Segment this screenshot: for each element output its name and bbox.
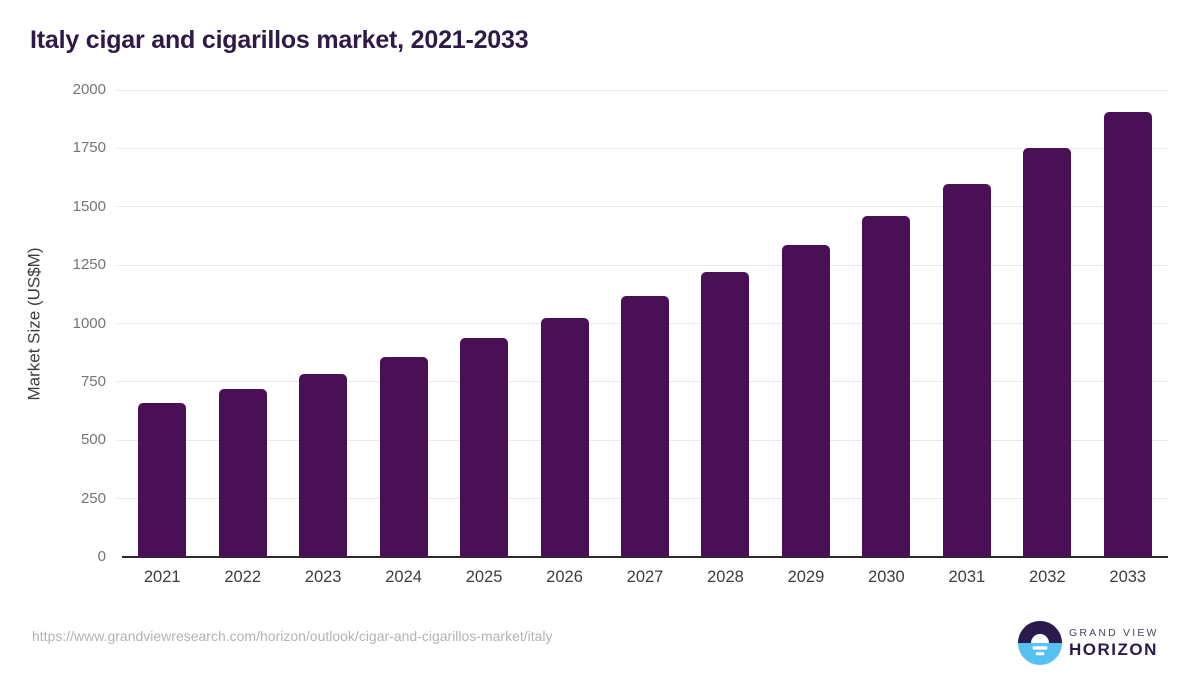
x-tick-label-2021: 2021 — [143, 568, 181, 586]
bar-2030 — [862, 216, 911, 557]
x-axis-line — [122, 556, 1168, 558]
bar-2026 — [540, 318, 589, 557]
x-tick-label-2033: 2033 — [1109, 568, 1147, 586]
bar-2023 — [299, 373, 348, 557]
y-tick-label-1750: 1750 — [72, 139, 106, 157]
x-tick-label-2024: 2024 — [385, 568, 422, 586]
y-tick-label-1500: 1500 — [72, 197, 106, 215]
x-tick-label-2026: 2026 — [546, 568, 583, 586]
bar-2021 — [138, 402, 187, 557]
logo-text: GRAND VIEW HORIZON — [1069, 627, 1159, 659]
x-tick-label-2025: 2025 — [465, 568, 503, 586]
gridline-1250 — [117, 264, 1168, 266]
x-tick-label-2031: 2031 — [948, 568, 986, 586]
bar-2033 — [1103, 111, 1152, 557]
bar-2024 — [379, 356, 428, 557]
gridline-1500 — [117, 206, 1168, 208]
logo-brand-bottom: HORIZON — [1069, 639, 1158, 659]
y-tick-label-500: 500 — [80, 431, 106, 449]
x-tick-label-2023: 2023 — [304, 568, 342, 586]
y-tick-label-750: 750 — [80, 372, 106, 390]
source-url: https://www.grandviewresearch.com/horizo… — [32, 628, 553, 644]
x-tick-label-2028: 2028 — [707, 568, 744, 586]
bar-2032 — [1023, 148, 1072, 557]
y-tick-label-1000: 1000 — [72, 314, 106, 332]
gridline-1750 — [117, 147, 1168, 149]
bar-2027 — [621, 295, 669, 557]
bar-2029 — [781, 245, 830, 557]
x-tick-label-2032: 2032 — [1028, 568, 1066, 586]
y-tick-label-1250: 1250 — [72, 256, 106, 274]
bar-2031 — [942, 184, 991, 557]
y-tick-label-250: 250 — [80, 489, 106, 507]
x-tick-label-2022: 2022 — [224, 568, 262, 586]
grand-view-horizon-logo: GRAND VIEW HORIZON — [1018, 620, 1159, 665]
logo-brand-top: GRAND VIEW — [1069, 626, 1159, 639]
y-tick-label-0: 0 — [97, 548, 106, 565]
x-tick-label-2027: 2027 — [626, 568, 664, 586]
y-tick-label-2000: 2000 — [72, 81, 106, 98]
x-tick-label-2030: 2030 — [868, 568, 905, 586]
bar-2028 — [701, 271, 750, 557]
chart-title: Italy cigar and cigarillos market, 2021-… — [30, 26, 529, 54]
bar-2025 — [460, 337, 509, 557]
x-tick-label-2029: 2029 — [787, 568, 825, 586]
gridline-2000 — [117, 89, 1168, 91]
horizon-sun-icon — [1018, 620, 1062, 665]
bar-2022 — [218, 389, 267, 557]
